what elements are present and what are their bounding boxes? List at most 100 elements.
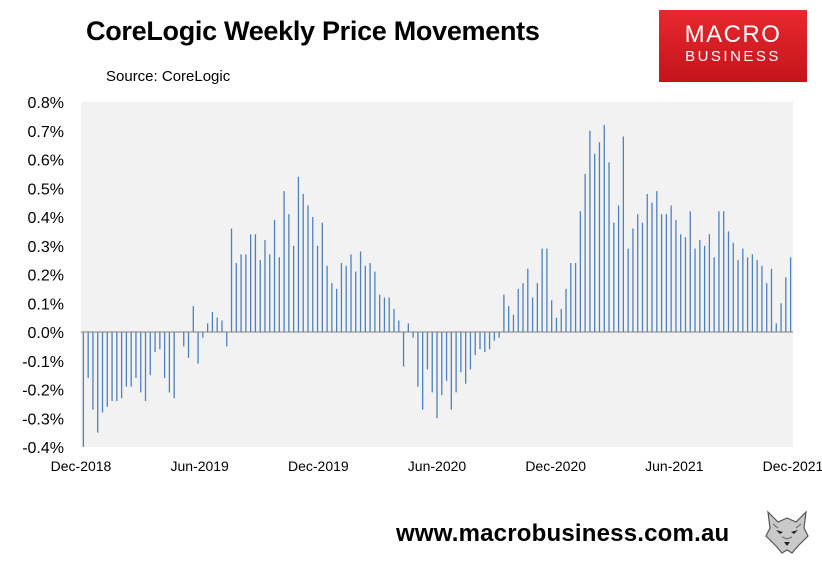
bar (737, 260, 739, 333)
wolf-head-icon (762, 506, 812, 556)
bar (789, 257, 792, 332)
bar-chart: -0.4% -0.3% -0.2% -0.1% 0.0% 0.1% 0.2% 0.3% 0.4%… (22, 95, 822, 474)
x-tick-label: Dec-2018 (51, 458, 112, 474)
bar (326, 265, 328, 333)
bar (283, 191, 285, 332)
bar (422, 332, 424, 410)
bar (159, 332, 161, 350)
bar (684, 237, 687, 332)
bar (116, 332, 118, 401)
footer-url[interactable]: www.macrobusiness.com.au (396, 520, 730, 547)
bar (288, 214, 290, 332)
bar (135, 332, 137, 378)
x-axis-labels: Dec-2018 Jun-2019 Dec-2019 Jun-2020 Dec-2020… (51, 458, 822, 474)
bar (622, 136, 625, 332)
bar (541, 248, 543, 332)
bar (211, 311, 214, 333)
bar (441, 332, 443, 396)
bar (316, 245, 319, 332)
bar (331, 283, 333, 333)
bar (460, 332, 462, 373)
bar (479, 332, 481, 350)
bar (670, 205, 672, 332)
bar (130, 332, 132, 387)
bar (751, 254, 754, 332)
bar (646, 194, 648, 332)
bar (689, 211, 691, 332)
bar (383, 297, 386, 332)
bar (551, 300, 553, 333)
bar (732, 242, 734, 332)
y-tick-label: 0.0% (28, 325, 64, 342)
bar (560, 309, 562, 332)
bar (584, 173, 586, 333)
bar (488, 332, 491, 350)
bar (617, 205, 620, 332)
bar (417, 332, 419, 387)
bar (321, 222, 323, 332)
bar (589, 130, 591, 332)
bar (570, 263, 572, 332)
bar (531, 297, 534, 332)
bar (82, 332, 85, 447)
x-tick-label: Jun-2020 (408, 458, 467, 474)
bar (699, 240, 701, 332)
bar (144, 332, 147, 401)
macrobusiness-logo: MACRO BUSINESS (659, 10, 807, 82)
bar (756, 260, 758, 333)
bar (149, 332, 151, 376)
bar (245, 254, 247, 332)
bar (240, 254, 242, 332)
bar (565, 288, 567, 333)
bar (350, 254, 352, 332)
bar (637, 214, 639, 332)
bar (780, 303, 782, 332)
bar (579, 211, 582, 332)
bar (336, 288, 338, 333)
bar (503, 294, 505, 333)
bar (398, 320, 400, 332)
y-tick-label: 0.1% (28, 296, 64, 313)
bar (694, 248, 696, 332)
bar (770, 268, 773, 332)
x-tick-label: Dec-2020 (525, 458, 586, 474)
y-tick-label: 0.8% (28, 95, 64, 112)
bar (192, 306, 194, 333)
bar (493, 332, 495, 341)
logo-line-macro: MACRO (684, 21, 782, 48)
bar (101, 332, 104, 413)
bar (445, 332, 448, 381)
bar (407, 323, 409, 333)
logo-line-business: BUSINESS (685, 48, 781, 65)
bar (297, 176, 300, 332)
bar (436, 332, 438, 419)
bar (87, 332, 89, 378)
bar (254, 234, 257, 332)
bar (221, 320, 223, 332)
bar (469, 332, 472, 370)
bar (727, 231, 730, 332)
bar (173, 332, 175, 399)
bar (269, 254, 271, 332)
bar (512, 314, 515, 332)
bar (226, 332, 228, 347)
y-axis-labels: -0.4% -0.3% -0.2% -0.1% 0.0% 0.1% 0.2% 0.3% 0.4%… (22, 95, 64, 457)
source-note: Source: CoreLogic (106, 68, 231, 85)
chart-title: CoreLogic Weekly Price Movements (86, 16, 540, 46)
bar (766, 283, 768, 333)
x-tick-label: Jun-2019 (170, 458, 229, 474)
bar (522, 283, 524, 333)
bar (665, 214, 668, 332)
bar (613, 222, 615, 332)
bars-group (82, 125, 792, 447)
bar (202, 332, 204, 338)
bar (594, 153, 596, 332)
x-tick-label: Dec-2019 (288, 458, 349, 474)
y-tick-label: -0.3% (22, 411, 64, 428)
bar (598, 142, 601, 332)
bar (742, 248, 744, 332)
bar (641, 222, 644, 332)
bar (106, 332, 108, 407)
x-tick-label: Dec-2021 (763, 458, 822, 474)
x-tick-label: Jun-2021 (645, 458, 704, 474)
